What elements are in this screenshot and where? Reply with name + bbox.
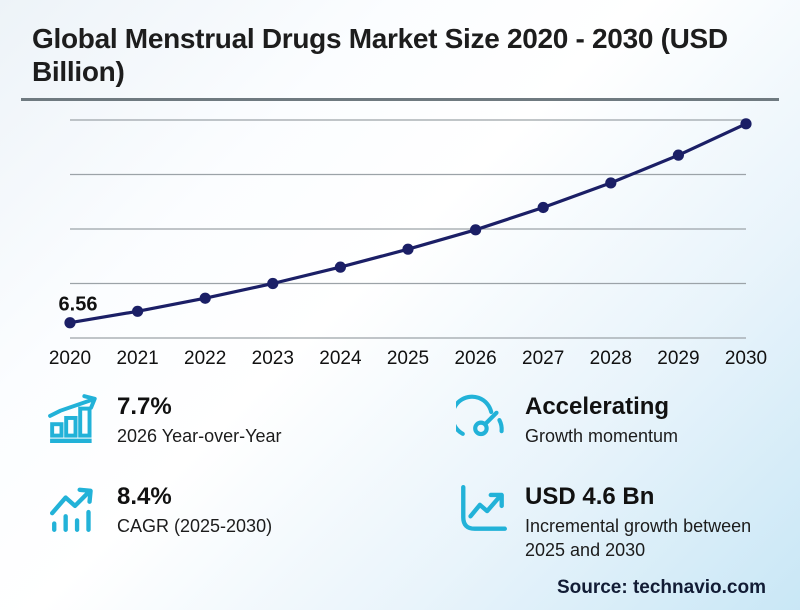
x-axis-label: 2023 bbox=[252, 348, 294, 369]
first-value-label: 6.56 bbox=[59, 294, 98, 316]
trend-bars-icon bbox=[48, 484, 102, 536]
data-point-marker bbox=[672, 149, 685, 161]
market-size-line-chart: 6.56 2020 2021 2022 2023 2024 2025 2026 2027 2028… bbox=[49, 118, 767, 369]
stat-incremental-growth: USD 4.6 Bn Incremental growth between 20… bbox=[456, 482, 772, 562]
data-point-marker bbox=[267, 277, 279, 290]
data-point-marker bbox=[605, 177, 617, 189]
data-point-marker bbox=[537, 201, 549, 214]
data-point-marker bbox=[402, 243, 414, 255]
page-title: Global Menstrual Drugs Market Size 2020 … bbox=[32, 23, 728, 88]
axes-trend-icon bbox=[456, 484, 510, 536]
stat-cagr: 8.4% CAGR (2025-2030) bbox=[48, 482, 456, 562]
stat-text: 8.4% CAGR (2025-2030) bbox=[117, 482, 272, 539]
stat-yoy-growth: 7.7% 2026 Year-over-Year bbox=[48, 392, 456, 449]
data-point-marker bbox=[470, 224, 482, 236]
source-credit: Source: technavio.com bbox=[556, 577, 766, 598]
data-point-marker bbox=[199, 292, 211, 304]
trend-line bbox=[69, 122, 747, 325]
stat-label: Incremental growth between 2025 and 2030 bbox=[525, 516, 752, 560]
stat-text: Accelerating Growth momentum bbox=[525, 392, 678, 449]
stat-value: Accelerating bbox=[525, 393, 670, 420]
data-point-marker bbox=[334, 261, 346, 273]
x-axis-label: 2030 bbox=[725, 348, 767, 369]
data-point-marker bbox=[64, 317, 76, 329]
stat-value: 8.4% bbox=[117, 482, 172, 510]
stat-text: 7.7% 2026 Year-over-Year bbox=[117, 392, 281, 449]
x-axis-label: 2028 bbox=[590, 348, 632, 369]
x-axis-label: 2027 bbox=[522, 348, 564, 369]
x-axis-label: 2026 bbox=[454, 348, 496, 369]
data-point-marker bbox=[132, 305, 144, 317]
title-divider bbox=[21, 98, 779, 101]
stat-label: CAGR (2025-2030) bbox=[117, 516, 273, 537]
x-axis-label: 2021 bbox=[116, 348, 158, 369]
data-point-marker bbox=[740, 118, 752, 130]
stat-growth-momentum: Accelerating Growth momentum bbox=[456, 392, 772, 449]
stat-label: Growth momentum bbox=[525, 426, 679, 447]
bar-chart-rise-icon bbox=[48, 394, 102, 446]
stat-label: 2026 Year-over-Year bbox=[117, 426, 282, 447]
x-axis-label: 2020 bbox=[49, 348, 91, 369]
gauge-icon bbox=[456, 394, 510, 446]
x-axis-label: 2022 bbox=[184, 348, 226, 369]
stats-grid: 7.7% 2026 Year-over-Year Accelerating Gr… bbox=[48, 392, 772, 562]
x-axis-label: 2025 bbox=[387, 348, 429, 369]
x-axis-label: 2024 bbox=[319, 348, 362, 369]
stat-value: USD 4.6 Bn bbox=[525, 482, 655, 510]
x-axis-label: 2029 bbox=[657, 348, 699, 369]
stat-text: USD 4.6 Bn Incremental growth between 20… bbox=[525, 482, 763, 562]
stat-value: 7.7% bbox=[117, 393, 172, 420]
